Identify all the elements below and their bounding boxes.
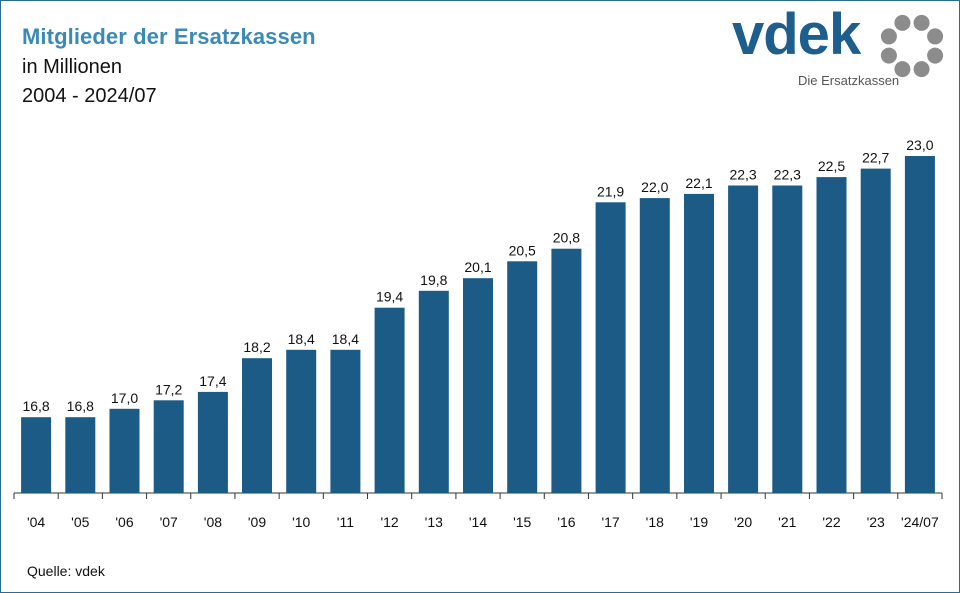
bar — [507, 261, 538, 493]
bar — [374, 307, 405, 493]
x-tick-label: '09 — [248, 514, 266, 530]
bar — [595, 202, 626, 494]
x-tick-label: '22 — [822, 514, 840, 530]
logo-wordmark: vdek — [732, 2, 861, 67]
logo-dot — [894, 61, 911, 78]
ring-of-dots-icon — [880, 14, 944, 78]
x-tick-label: '11 — [337, 514, 354, 530]
x-tick-label: '18 — [646, 514, 664, 530]
bar-value-label: 22,5 — [818, 158, 845, 174]
logo-dot — [913, 14, 930, 31]
x-tick-label: '15 — [513, 514, 531, 530]
bar-value-label: 16,8 — [67, 398, 94, 414]
x-tick-label: '20 — [734, 514, 752, 530]
logo-dot — [880, 28, 897, 45]
bar-value-label: 17,4 — [199, 373, 226, 389]
logo-dot — [894, 14, 911, 31]
x-tick-label: '04 — [27, 514, 45, 530]
x-tick-label: '07 — [160, 514, 178, 530]
bar — [153, 400, 184, 493]
x-tick-label: '16 — [557, 514, 575, 530]
x-tick-label: '08 — [204, 514, 222, 530]
bar — [286, 349, 317, 493]
bar — [197, 391, 228, 493]
bar — [551, 248, 582, 493]
x-tick-label: '06 — [115, 514, 133, 530]
bar — [418, 290, 449, 493]
x-tick-label: '17 — [601, 514, 619, 530]
chart-title: Mitglieder der Ersatzkassen — [22, 24, 316, 49]
bar — [860, 168, 891, 493]
logo-tagline: Die Ersatzkassen — [798, 73, 900, 88]
chart-subtitle-period: 2004 - 2024/07 — [22, 85, 157, 107]
x-tick-label: '23 — [867, 514, 885, 530]
source-note: Quelle: vdek — [27, 563, 105, 579]
logo-dot — [927, 47, 944, 64]
bar — [816, 177, 847, 493]
bar-value-label: 22,0 — [641, 179, 668, 195]
x-tick-label: '13 — [425, 514, 443, 530]
x-tick-label: '24/07 — [901, 514, 939, 530]
x-tick-label: '21 — [778, 514, 796, 530]
chart-subtitle-unit: in Millionen — [22, 56, 123, 78]
bar — [21, 417, 52, 493]
bar — [684, 193, 714, 493]
bar-value-label: 22,3 — [729, 167, 756, 183]
bar-value-label: 19,8 — [420, 272, 447, 288]
x-tick-label: '14 — [469, 514, 487, 530]
bar-value-label: 19,4 — [376, 289, 403, 305]
bar-value-label: 23,0 — [906, 137, 933, 153]
x-tick-label: '10 — [292, 514, 310, 530]
bar-value-label: 20,5 — [509, 242, 536, 258]
bar — [109, 408, 140, 494]
bar-value-label: 17,0 — [111, 390, 138, 406]
bar — [463, 278, 493, 493]
bar — [330, 349, 361, 493]
logo-dot — [927, 28, 944, 45]
bar-value-label: 18,2 — [243, 339, 270, 355]
bar-value-label: 17,2 — [155, 381, 182, 397]
bar — [772, 185, 803, 493]
bar-value-label: 20,1 — [464, 259, 491, 275]
x-tick-label: '12 — [380, 514, 398, 530]
bar-value-label: 22,7 — [862, 150, 889, 166]
bar — [65, 417, 96, 493]
bar-value-label: 16,8 — [22, 398, 49, 414]
bar-value-label: 22,3 — [774, 167, 801, 183]
bar — [242, 358, 272, 493]
logo-dot — [913, 61, 930, 78]
vdek-logo: vdek Die Ersatzkassen — [732, 6, 947, 92]
bar — [639, 198, 670, 493]
bar — [904, 156, 935, 493]
bar-value-label: 20,8 — [553, 230, 580, 246]
bar-value-label: 22,1 — [685, 175, 712, 191]
x-tick-label: '05 — [71, 514, 89, 530]
logo-dot — [880, 47, 897, 64]
bar-value-label: 21,9 — [597, 183, 624, 199]
bar — [728, 185, 759, 493]
bar-value-label: 18,4 — [332, 331, 359, 347]
bar-value-label: 18,4 — [288, 331, 315, 347]
x-tick-label: '19 — [690, 514, 708, 530]
